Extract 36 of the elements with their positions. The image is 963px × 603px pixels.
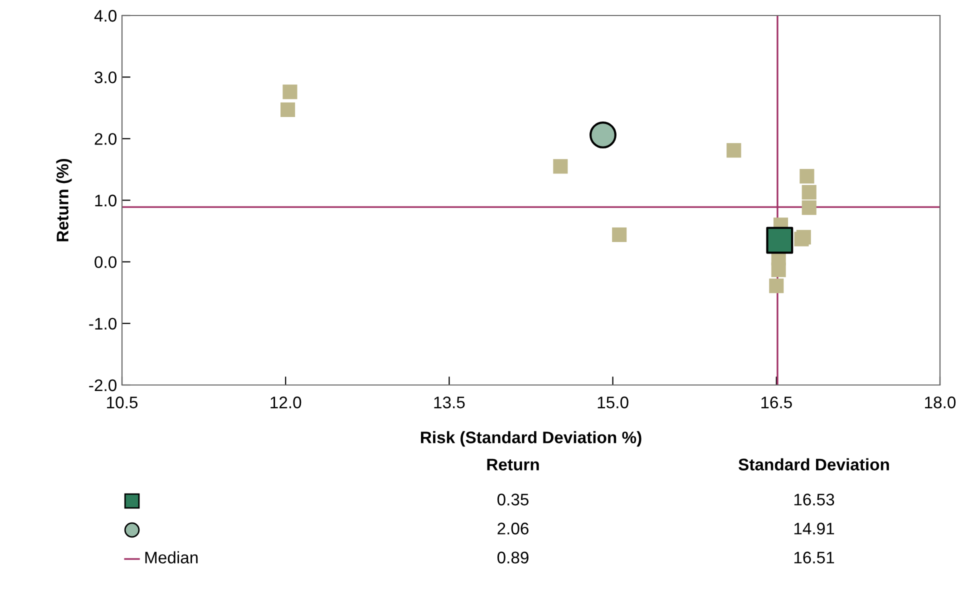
text: 2.06 <box>498 522 528 534</box>
point <box>800 168 814 184</box>
text: 14.91 <box>794 522 834 534</box>
y-tick-label: 4.0 <box>94 10 116 22</box>
point <box>282 84 298 100</box>
y-tick-label: -2.0 <box>89 379 116 392</box>
x-tick-label: 18.0 <box>925 396 956 408</box>
legend-label: Median <box>145 551 198 564</box>
y-tick-label: 2.0 <box>94 133 116 145</box>
x-tick-label: 12.0 <box>270 396 302 408</box>
y-tick-label: 3.0 <box>94 71 116 84</box>
x-tick-label: 15.0 <box>598 396 628 408</box>
point <box>802 184 816 200</box>
point <box>802 200 816 215</box>
point <box>612 227 627 242</box>
y-tick-label: 1.0 <box>95 194 116 206</box>
x-axis-title: Risk (Standard Deviation %) <box>420 431 642 447</box>
y-tick-label: 0.0 <box>94 256 116 268</box>
x-tick-label: 16.5 <box>761 396 792 408</box>
point <box>771 262 786 278</box>
point <box>553 159 568 174</box>
text: 0.35 <box>497 494 529 506</box>
y-axis-title: Return (%) <box>56 158 72 242</box>
x-tick-label: 10.5 <box>107 396 138 408</box>
x-tick-label: 13.5 <box>434 396 465 408</box>
text: Return <box>487 458 539 470</box>
text: 0.89 <box>497 552 528 564</box>
text: 16.51 <box>794 552 834 564</box>
point <box>769 278 784 294</box>
point <box>726 143 742 158</box>
point <box>590 122 616 148</box>
point <box>766 226 794 254</box>
y-tick-label: -1.0 <box>89 318 116 330</box>
text: 16.53 <box>794 494 834 506</box>
text: Standard Deviation <box>738 458 889 470</box>
point <box>280 102 296 118</box>
